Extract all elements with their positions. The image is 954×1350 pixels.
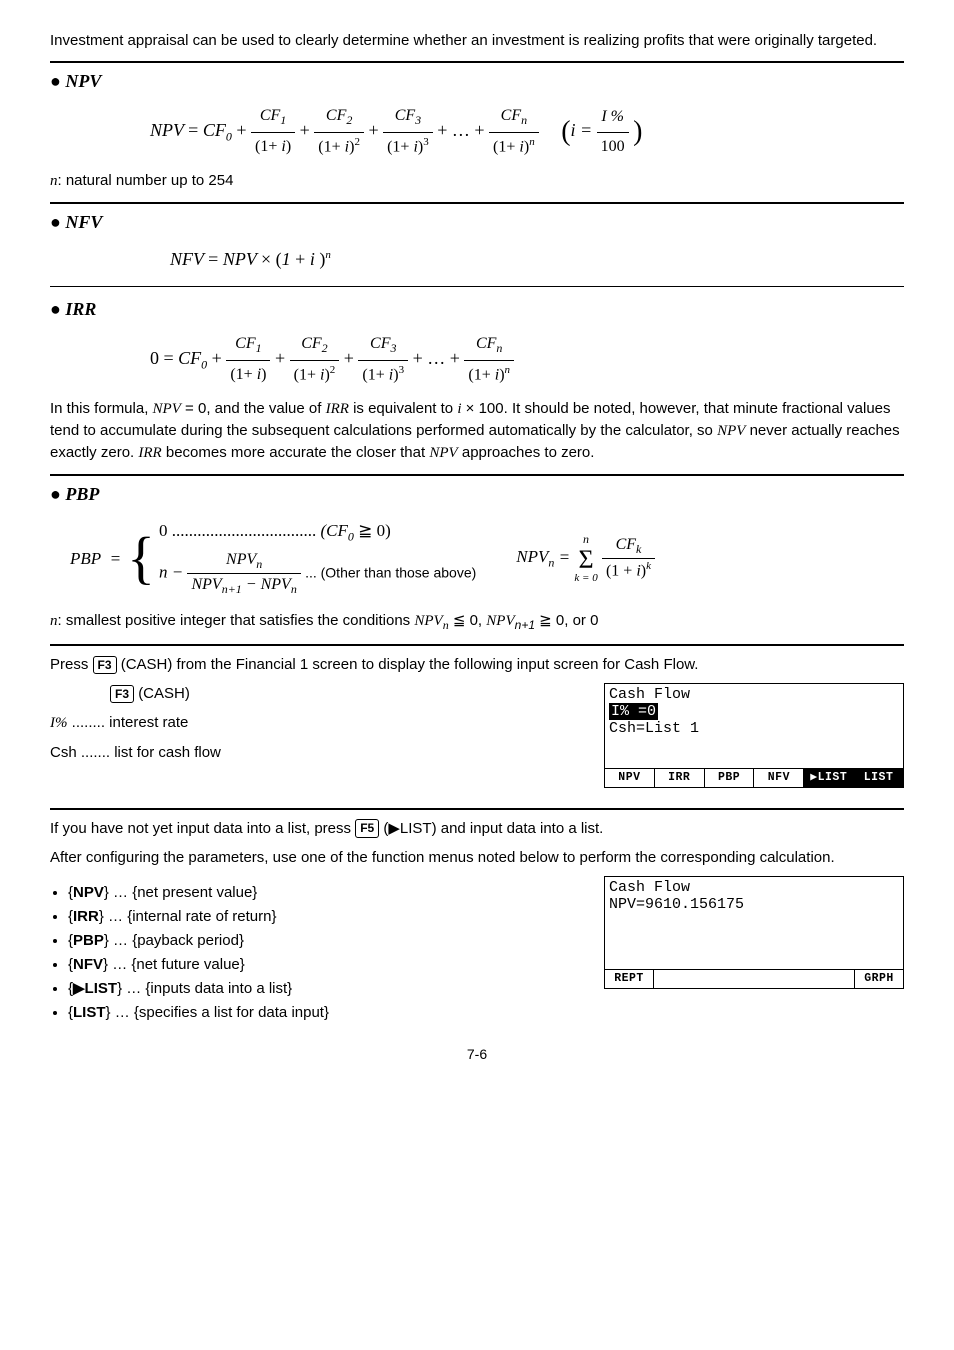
- calc-screen-cashflow: Cash Flow I% =0 Csh=List 1 NPV IRR PBP N…: [604, 683, 904, 788]
- calc-screen-npv: Cash Flow NPV=9610.156175 REPT GRPH: [604, 876, 904, 990]
- f3-cash-label: F3 (CASH): [110, 683, 584, 704]
- softkey-pbp[interactable]: PBP: [705, 769, 755, 787]
- softkey-arrowlist[interactable]: ▶LIST: [804, 769, 854, 787]
- menu-item-list: {LIST} … {specifies a list for data inpu…: [68, 1002, 584, 1023]
- npv-heading: NPV: [50, 69, 904, 94]
- softkey-rept[interactable]: REPT: [605, 970, 654, 988]
- npv-formula: NPV = CF0 + CF1(1+ i) + CF2(1+ i)2 + CF3…: [150, 102, 904, 162]
- menu-item-npv: {NPV} … {net present value}: [68, 882, 584, 903]
- softkey-nfv[interactable]: NFV: [754, 769, 804, 787]
- rule: [50, 808, 904, 810]
- rule: [50, 644, 904, 646]
- softkey-npv[interactable]: NPV: [605, 769, 655, 787]
- screen-line: Cash Flow: [605, 879, 903, 896]
- screen-line: I% =0: [605, 703, 903, 720]
- menu-item-arrowlist: {▶LIST} … {inputs data into a list}: [68, 978, 584, 999]
- ipct-row: I% ........ interest rate: [50, 712, 584, 734]
- rule: [50, 61, 904, 63]
- irr-formula: 0 = CF0 + CF1(1+ i) + CF2(1+ i)2 + CF3(1…: [150, 330, 904, 390]
- csh-row: Csh ....... list for cash flow: [50, 742, 584, 763]
- menu-item-irr: {IRR} … {internal rate of return}: [68, 906, 584, 927]
- rule: [50, 474, 904, 476]
- softkey-grph[interactable]: GRPH: [855, 970, 903, 988]
- pbp-formula: PBP = { 0 ..............................…: [70, 515, 904, 602]
- n-natural-note: n: natural number up to 254: [50, 170, 904, 192]
- menu-item-nfv: {NFV} … {net future value}: [68, 954, 584, 975]
- f3-key-icon: F3: [93, 656, 117, 675]
- rule: [50, 202, 904, 204]
- softkey-row: REPT GRPH: [605, 969, 903, 988]
- page-number: 7-6: [50, 1045, 904, 1065]
- f5-list-text: If you have not yet input data into a li…: [50, 818, 904, 839]
- f5-key-icon: F5: [355, 819, 379, 838]
- softkey-row: NPV IRR PBP NFV ▶LIST LIST: [605, 768, 903, 787]
- irr-heading: IRR: [50, 297, 904, 322]
- rule: [50, 286, 904, 287]
- screen-line: NPV=9610.156175: [605, 896, 903, 913]
- after-config-text: After configuring the parameters, use on…: [50, 847, 904, 868]
- intro-text: Investment appraisal can be used to clea…: [50, 30, 904, 51]
- nfv-heading: NFV: [50, 210, 904, 235]
- screen-line: Cash Flow: [605, 686, 903, 703]
- function-menu-list: {NPV} … {net present value} {IRR} … {int…: [50, 882, 584, 1023]
- softkey-irr[interactable]: IRR: [655, 769, 705, 787]
- irr-explanation: In this formula, NPV = 0, and the value …: [50, 398, 904, 464]
- press-cash-text: Press F3 (CASH) from the Financial 1 scr…: [50, 654, 904, 675]
- f3-key-icon: F3: [110, 685, 134, 704]
- pbp-heading: PBP: [50, 482, 904, 507]
- softkey-list[interactable]: LIST: [854, 769, 903, 787]
- pbp-n-condition: n: smallest positive integer that satisf…: [50, 610, 904, 634]
- screen-line: Csh=List 1: [605, 720, 903, 737]
- menu-item-pbp: {PBP} … {payback period}: [68, 930, 584, 951]
- nfv-formula: NFV = NPV × (1 + i )n: [170, 243, 904, 275]
